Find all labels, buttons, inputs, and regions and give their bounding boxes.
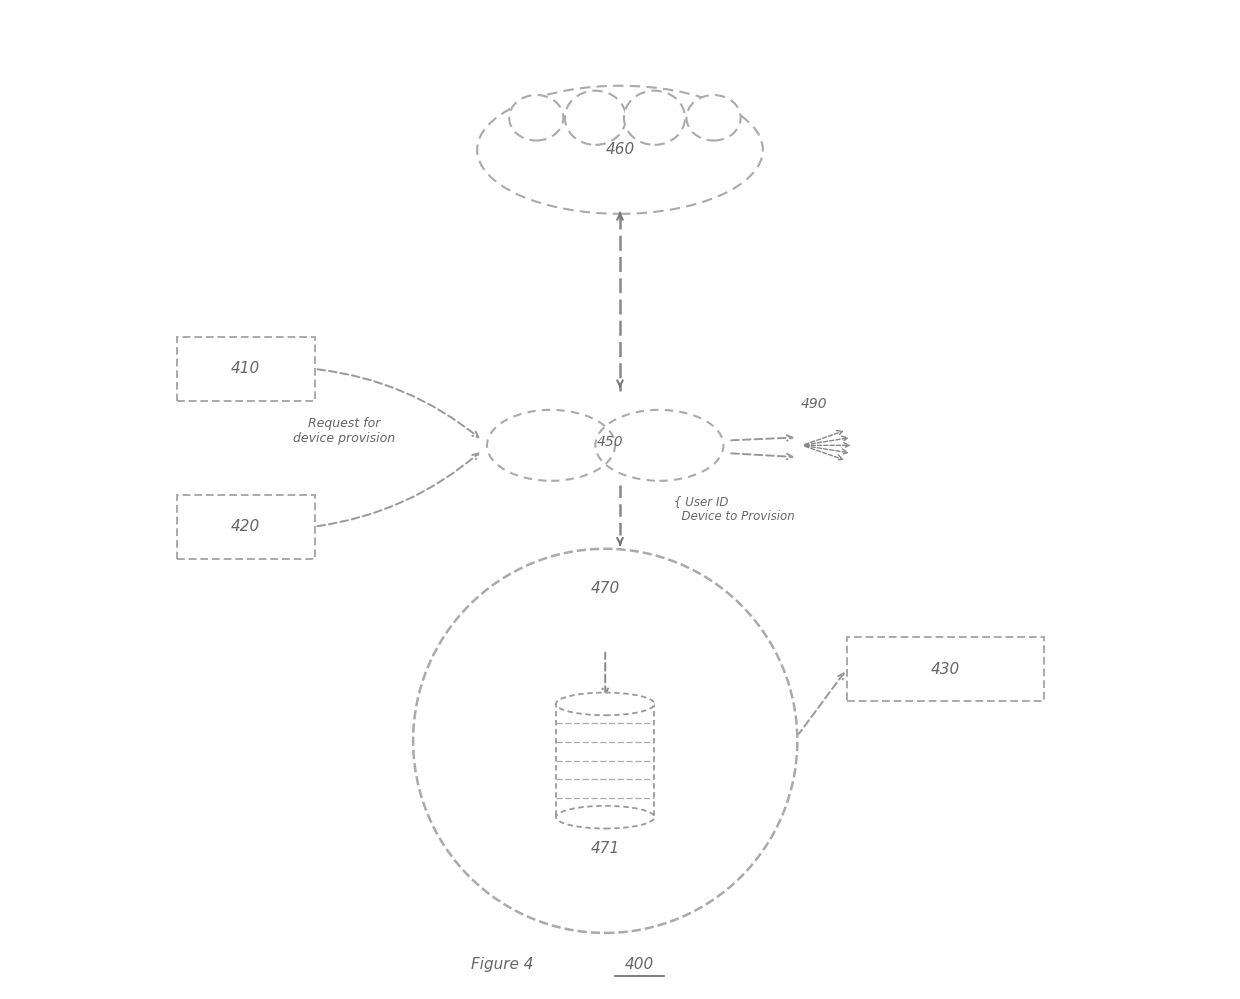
Ellipse shape xyxy=(556,806,655,828)
Bar xyxy=(556,704,655,817)
Ellipse shape xyxy=(687,95,740,141)
Ellipse shape xyxy=(556,692,655,715)
Text: { User ID
  Device to Provision: { User ID Device to Provision xyxy=(675,496,795,523)
Bar xyxy=(847,637,1044,701)
Bar xyxy=(176,495,315,558)
Ellipse shape xyxy=(565,91,626,145)
Text: 410: 410 xyxy=(231,362,260,377)
Text: Figure 4: Figure 4 xyxy=(470,957,533,972)
Ellipse shape xyxy=(510,95,563,141)
Text: 490: 490 xyxy=(801,397,827,411)
Text: 430: 430 xyxy=(930,662,960,677)
Text: Request for
device provision: Request for device provision xyxy=(293,417,396,445)
Text: 400: 400 xyxy=(625,957,655,972)
Ellipse shape xyxy=(624,91,684,145)
Text: 460: 460 xyxy=(605,142,635,157)
Bar xyxy=(176,337,315,401)
Text: 470: 470 xyxy=(590,580,620,595)
Text: 420: 420 xyxy=(231,519,260,534)
Text: 450: 450 xyxy=(596,436,624,450)
Text: 471: 471 xyxy=(590,841,620,856)
